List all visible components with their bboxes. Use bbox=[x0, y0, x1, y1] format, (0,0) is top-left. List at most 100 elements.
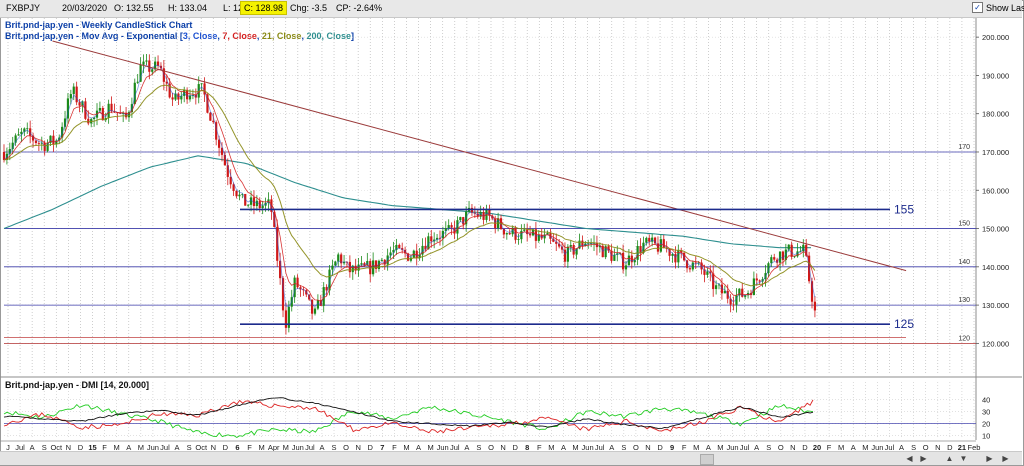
candle-body bbox=[648, 238, 651, 242]
candle-body bbox=[316, 300, 320, 309]
candle-body bbox=[613, 254, 616, 261]
candle-body bbox=[776, 259, 779, 263]
candle-body bbox=[145, 60, 148, 62]
candle-body bbox=[8, 148, 11, 154]
candle-body bbox=[572, 244, 575, 255]
candle-body bbox=[299, 287, 302, 290]
candle-body bbox=[119, 113, 122, 115]
candle-body bbox=[23, 128, 26, 132]
candle-body bbox=[110, 103, 113, 112]
zoom-in-icon[interactable]: ▲ bbox=[945, 454, 954, 463]
x-tick-label: F bbox=[537, 443, 542, 452]
x-tick-label: Apr bbox=[268, 443, 280, 452]
change-label: Chg: -3.5 bbox=[290, 3, 328, 13]
candle-body bbox=[229, 176, 232, 185]
date-label: 20/03/2020 bbox=[62, 3, 108, 13]
x-tick-label: A bbox=[561, 443, 566, 452]
candle-body bbox=[526, 229, 529, 235]
candle-body bbox=[52, 135, 55, 145]
x-tick-label: Jun bbox=[292, 443, 304, 452]
x-tick-label: N bbox=[66, 443, 71, 452]
dmi-plus-line bbox=[3, 403, 814, 439]
x-tick-label: D bbox=[223, 443, 229, 452]
candle-body bbox=[694, 262, 697, 264]
candle-body bbox=[744, 295, 747, 297]
candle-body bbox=[148, 60, 151, 72]
candle-body bbox=[398, 244, 401, 249]
candle-body bbox=[136, 81, 139, 83]
mov-avg-prefix: Brit.pnd-jap.yen - Mov Avg - Exponential… bbox=[5, 31, 183, 41]
candle-body bbox=[714, 285, 718, 290]
x-tick-label: A bbox=[319, 443, 324, 452]
candle-body bbox=[209, 112, 212, 121]
candle-body bbox=[241, 193, 244, 195]
candle-body bbox=[691, 262, 694, 270]
scrollbar-thumb[interactable] bbox=[700, 454, 714, 465]
candle-body bbox=[560, 246, 564, 250]
candle-body bbox=[232, 184, 235, 191]
show-last-checkbox[interactable]: ✓ bbox=[972, 2, 983, 13]
x-tick-label: O bbox=[343, 443, 349, 452]
candle-body bbox=[383, 259, 386, 265]
candle-body bbox=[418, 254, 421, 259]
level-label: 170 bbox=[958, 144, 970, 151]
candle-body bbox=[2, 151, 6, 161]
candle-body bbox=[680, 250, 683, 253]
candle-body bbox=[502, 228, 506, 235]
scroll-end-2-icon[interactable]: ▶ bbox=[1002, 454, 1009, 463]
candle-body bbox=[793, 256, 796, 258]
candle-body bbox=[488, 209, 491, 216]
candle-body bbox=[732, 304, 735, 306]
candle-body bbox=[395, 244, 398, 250]
candle-body bbox=[261, 205, 264, 209]
x-tick-label: Jul bbox=[885, 443, 895, 452]
candle-body bbox=[735, 295, 738, 305]
x-tick-label: N bbox=[211, 443, 216, 452]
candle-body bbox=[435, 237, 439, 240]
candle-body bbox=[424, 245, 427, 250]
chart-title: Brit.pnd-jap.yen - Weekly CandleStick Ch… bbox=[5, 20, 193, 30]
candle-body bbox=[34, 140, 38, 143]
x-tick-label: Jun bbox=[726, 443, 738, 452]
candle-body bbox=[558, 243, 561, 247]
zoom-out-icon[interactable]: ▼ bbox=[959, 454, 968, 463]
x-tick-label: M bbox=[693, 443, 699, 452]
horizontal-scrollbar[interactable]: ◀ ▶ ▲ ▼ ▶ ▶ bbox=[0, 451, 1022, 465]
x-tick-label: S bbox=[911, 443, 916, 452]
x-tick-label: M bbox=[572, 443, 578, 452]
dmi-y-tick-label: 30 bbox=[982, 408, 990, 417]
candle-body bbox=[360, 263, 363, 265]
y-tick-label: 140.000 bbox=[982, 263, 1009, 272]
scroll-end-icon[interactable]: ▶ bbox=[986, 454, 993, 463]
candle-body bbox=[215, 122, 218, 140]
ma3-line bbox=[3, 64, 816, 308]
high-label: H: 133.04 bbox=[168, 3, 208, 13]
candle-body bbox=[456, 220, 459, 234]
candle-body bbox=[575, 248, 578, 255]
candle-body bbox=[505, 233, 508, 235]
x-tick-label: F bbox=[102, 443, 107, 452]
scroll-right-icon[interactable]: ▶ bbox=[920, 454, 927, 463]
candle-body bbox=[462, 217, 465, 225]
scroll-left-icon[interactable]: ◀ bbox=[906, 454, 913, 463]
x-tick-label: Jun bbox=[147, 443, 159, 452]
candle-body bbox=[508, 233, 511, 235]
x-tick-label: S bbox=[332, 443, 337, 452]
candle-body bbox=[653, 237, 657, 244]
candle-body bbox=[773, 257, 776, 260]
candle-body bbox=[319, 300, 322, 306]
candle-body bbox=[337, 254, 340, 262]
candle-body bbox=[188, 95, 192, 100]
x-tick-label: S bbox=[766, 443, 771, 452]
candle-body bbox=[758, 280, 761, 282]
candle-body bbox=[555, 241, 558, 244]
candle-body bbox=[247, 204, 250, 206]
candle-body bbox=[276, 226, 279, 261]
candle-body bbox=[787, 244, 790, 250]
candle-body bbox=[581, 240, 584, 246]
candle-body bbox=[334, 261, 337, 266]
x-tick-label: Jun bbox=[582, 443, 594, 452]
candle-body bbox=[217, 139, 221, 148]
candle-body bbox=[296, 277, 299, 288]
